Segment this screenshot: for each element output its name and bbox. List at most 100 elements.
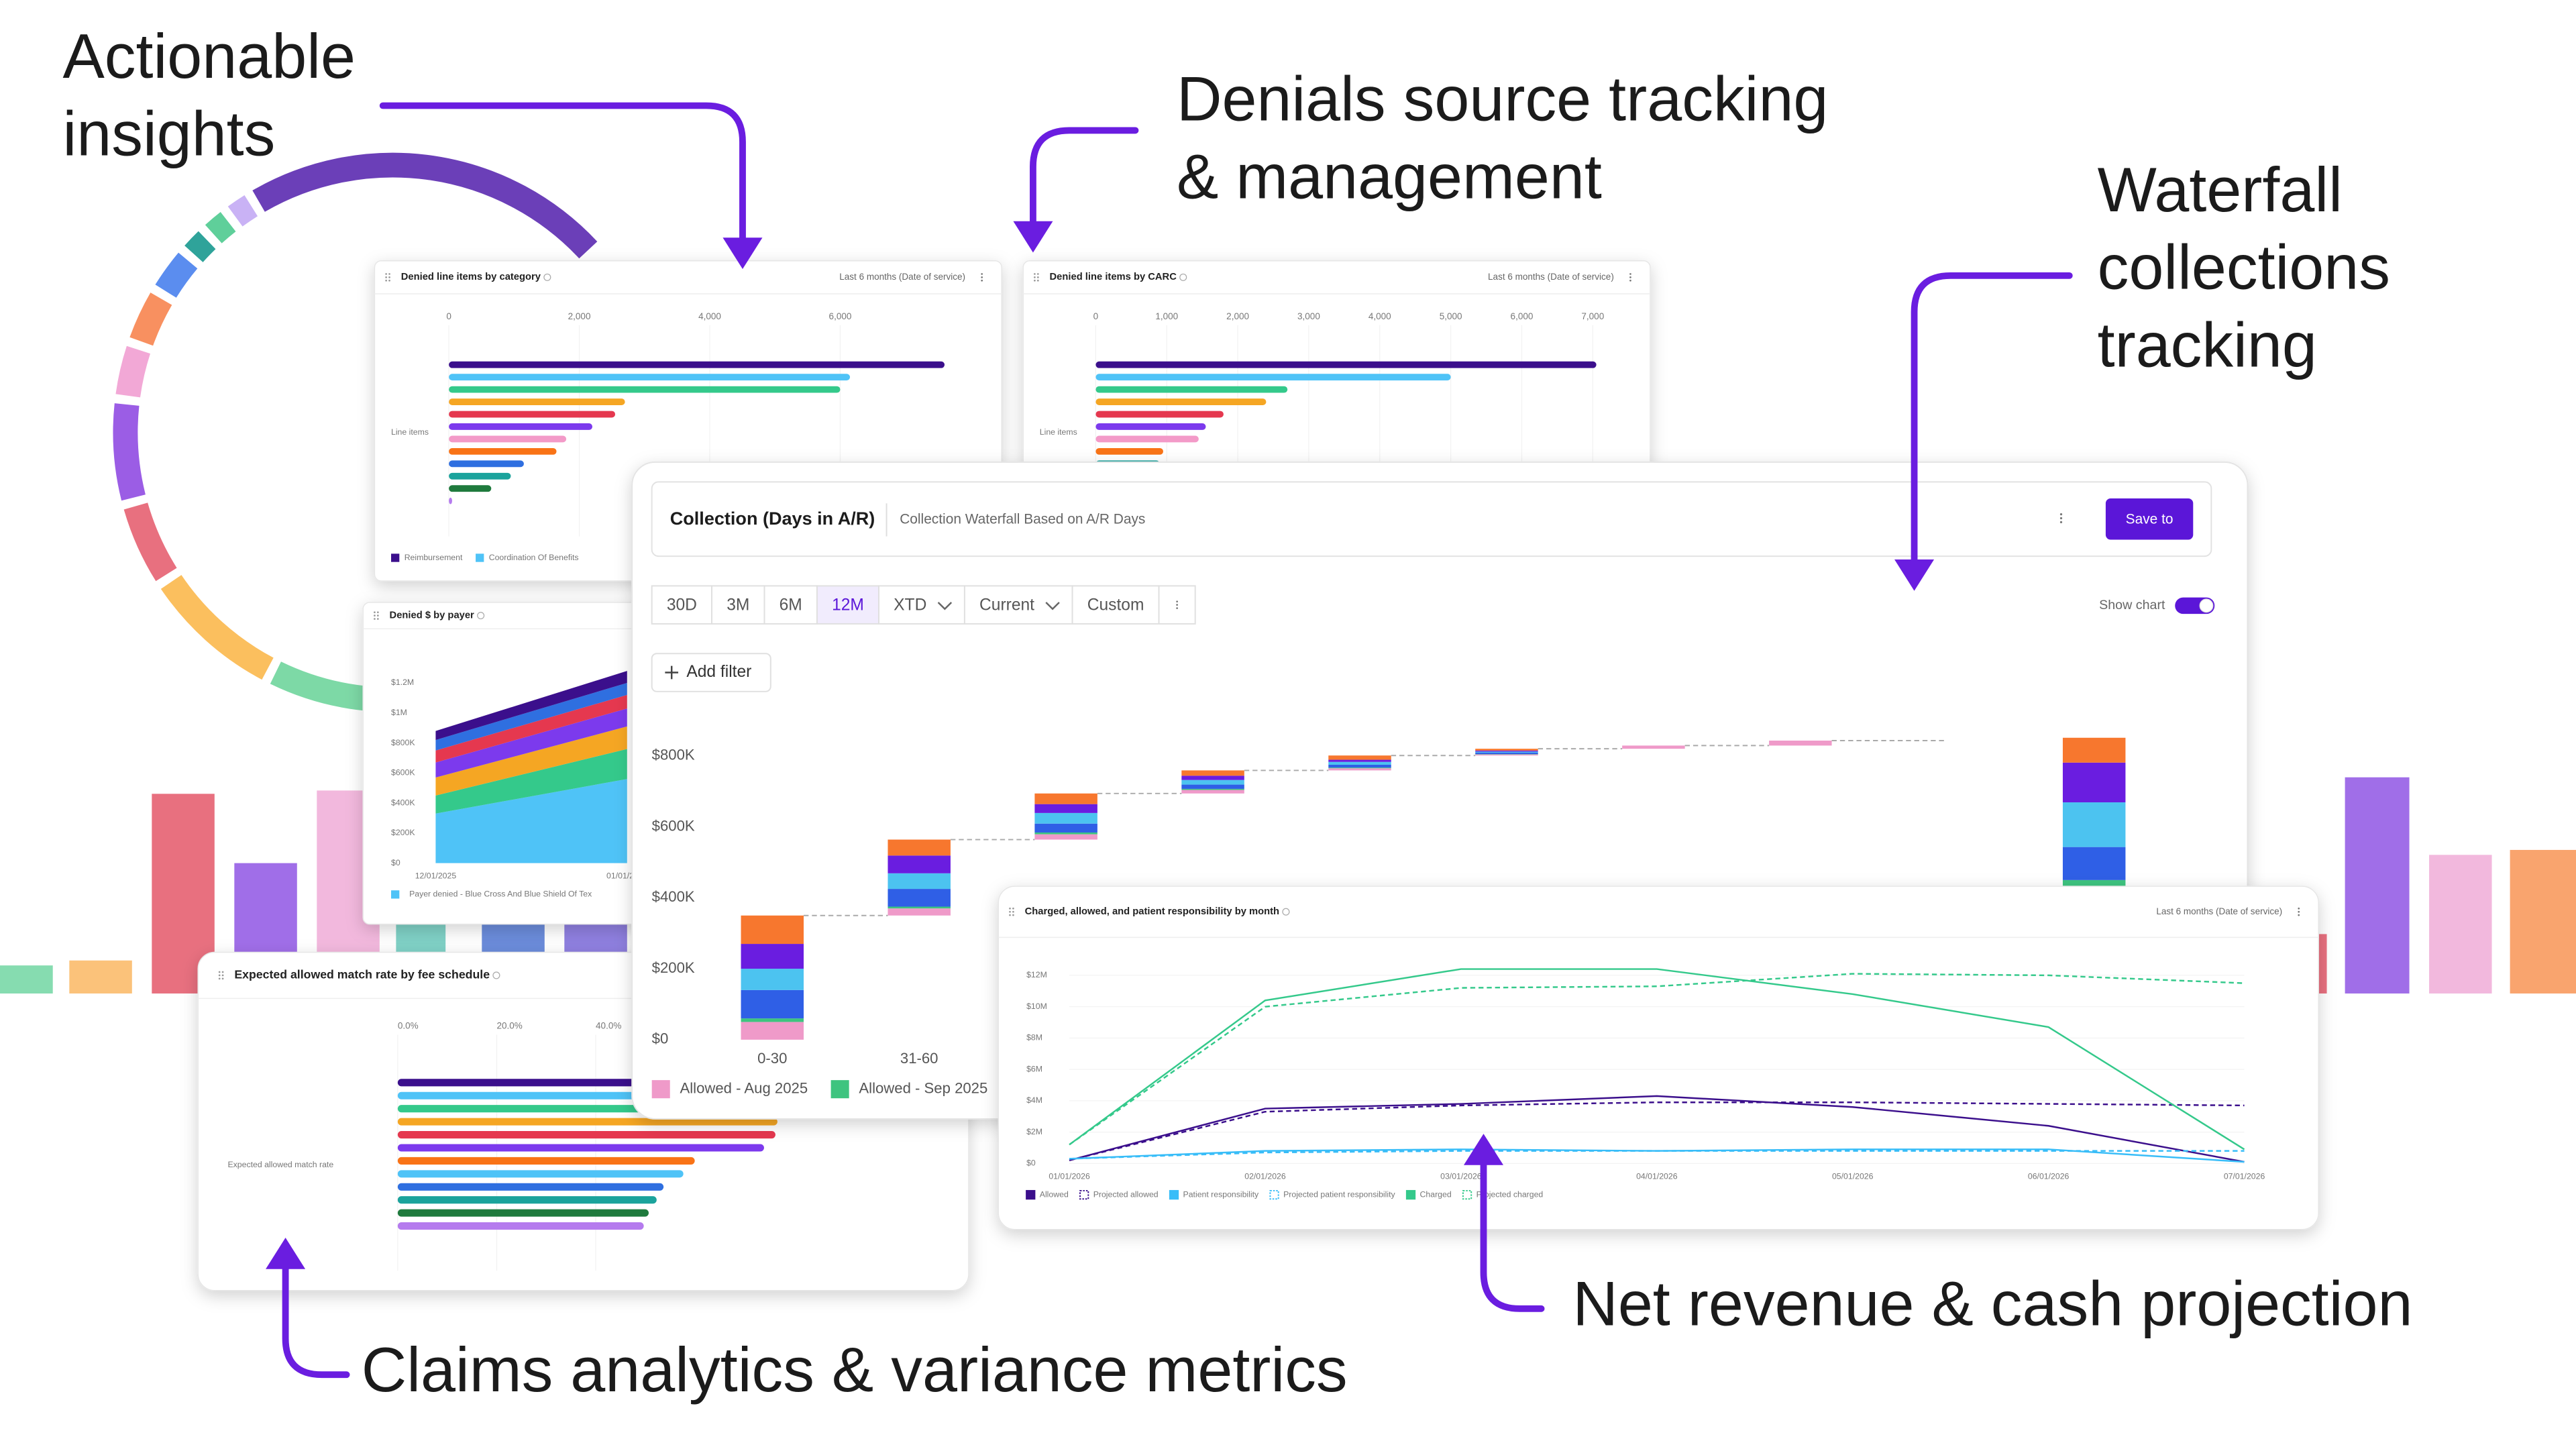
drag-handle-dot <box>385 279 387 282</box>
waterfall-segment <box>888 908 951 916</box>
bar <box>449 460 524 468</box>
drag-handle-dot <box>218 971 221 973</box>
waterfall-segment <box>1034 823 1097 833</box>
toggle-knob[interactable] <box>2199 598 2214 613</box>
range-button[interactable]: 6M <box>763 585 818 625</box>
drag-handle-dot <box>1009 910 1011 913</box>
range-button[interactable]: 12M <box>816 585 880 625</box>
callout-text: Denials source tracking <box>1177 64 1828 134</box>
waterfall-segment <box>1181 770 1244 776</box>
legend-label: Allowed - Sep 2025 <box>859 1079 987 1096</box>
range-button[interactable]: 30D <box>651 585 713 625</box>
waterfall-segment <box>741 989 804 1019</box>
arrowhead <box>1013 221 1053 253</box>
waterfall-segment <box>2062 802 2126 847</box>
waterfall-segment <box>1328 755 1391 760</box>
drag-handle-dot <box>1034 276 1036 278</box>
waterfall-segment <box>1181 784 1244 789</box>
legend-swatch <box>1169 1189 1179 1200</box>
date-range: Last 6 months (Date of service) <box>1488 272 1614 282</box>
info-icon <box>543 273 551 281</box>
save-button-label[interactable]: Save to <box>2126 511 2174 527</box>
bar <box>1095 435 1199 443</box>
range-button-label[interactable]: 30D <box>667 596 697 614</box>
range-button-label[interactable]: Custom <box>1087 596 1144 614</box>
bar <box>449 447 557 455</box>
y-tick-label: $2M <box>1026 1127 1042 1136</box>
waterfall-segment <box>2062 737 2126 763</box>
y-tick-label: $400K <box>652 888 695 905</box>
waterfall-segment <box>1475 750 1538 752</box>
waterfall-segment <box>741 944 804 969</box>
y-tick-label: $4M <box>1026 1095 1042 1105</box>
arrowhead <box>1894 559 1935 591</box>
x-tick-label: 40.0% <box>596 1021 621 1031</box>
panel <box>998 885 2319 1230</box>
line <box>1069 968 2245 1150</box>
save-button[interactable] <box>2105 498 2194 540</box>
bar <box>449 361 945 368</box>
bar <box>397 1209 649 1217</box>
x-tick-label: 12/01/2025 <box>415 871 457 881</box>
waterfall-segment <box>1034 834 1097 840</box>
bar <box>449 386 841 393</box>
range-button[interactable]: Custom <box>1071 585 1160 625</box>
donut-segment <box>113 152 673 712</box>
dashboard-panels: Denied line items by category Last 6 mont… <box>197 260 2319 1291</box>
drag-handle-dot <box>221 977 224 980</box>
arrowhead <box>266 1238 306 1269</box>
drag-handle-dot <box>376 611 379 614</box>
drag-handle-dot <box>1036 276 1039 278</box>
callout-text: Actionable <box>62 21 355 91</box>
range-button-label[interactable]: 12M <box>832 596 864 614</box>
bar <box>397 1222 644 1230</box>
arrowhead <box>722 237 763 270</box>
drag-handle-dot <box>374 614 376 616</box>
menu-icon-dot <box>1629 276 1631 278</box>
add-filter-label[interactable]: Add filter <box>686 663 751 681</box>
drag-handle-dot <box>1012 907 1014 910</box>
waterfall-segment <box>1769 740 1832 746</box>
legend-swatch <box>391 890 400 899</box>
range-button[interactable]: Current <box>963 585 1073 625</box>
drag-handle-dot <box>218 977 221 980</box>
range-button-label[interactable]: Current <box>979 596 1034 614</box>
waterfall-segment <box>1328 767 1391 769</box>
legend-label: Projected charged <box>1477 1189 1544 1199</box>
decor-bar <box>69 960 132 994</box>
range-button-label[interactable]: 6M <box>780 596 802 614</box>
menu-icon-dot <box>1176 607 1178 609</box>
waterfall-segment <box>1475 751 1538 753</box>
waterfall-segment <box>888 873 951 890</box>
add-filter-button[interactable] <box>651 653 771 692</box>
menu-icon-dot <box>1176 604 1178 606</box>
x-tick-label: 7,000 <box>1581 311 1604 321</box>
legend-swatch <box>830 1080 849 1099</box>
range-button[interactable]: XTD <box>878 585 965 625</box>
waterfall-segment <box>888 839 951 856</box>
y-tick-label: $600K <box>391 768 415 777</box>
waterfall-segment <box>1328 768 1391 771</box>
range-button-bg <box>651 585 713 625</box>
x-tick-label: 31-60 <box>900 1050 938 1067</box>
range-button[interactable]: 3M <box>711 585 765 625</box>
menu-icon-dot <box>2298 910 2300 913</box>
bar <box>397 1118 777 1126</box>
x-tick-label: 6,000 <box>1511 311 1534 321</box>
drag-handle-dot <box>388 276 390 278</box>
waterfall-segment <box>741 969 804 990</box>
plus-icon <box>665 665 679 680</box>
line <box>1069 1101 2245 1161</box>
range-button-label[interactable]: XTD <box>894 596 926 614</box>
bar <box>397 1170 684 1178</box>
arrow <box>379 102 746 248</box>
donut-segment <box>113 152 673 712</box>
waterfall-segment <box>1475 754 1538 756</box>
range-button-label[interactable]: 3M <box>727 596 749 614</box>
y-tick-label: $200K <box>391 828 415 837</box>
bar <box>449 435 567 443</box>
legend-swatch <box>1269 1189 1279 1200</box>
menu-icon-dot <box>981 273 983 275</box>
bar <box>1095 411 1224 418</box>
drag-handle-dot <box>1012 914 1014 916</box>
